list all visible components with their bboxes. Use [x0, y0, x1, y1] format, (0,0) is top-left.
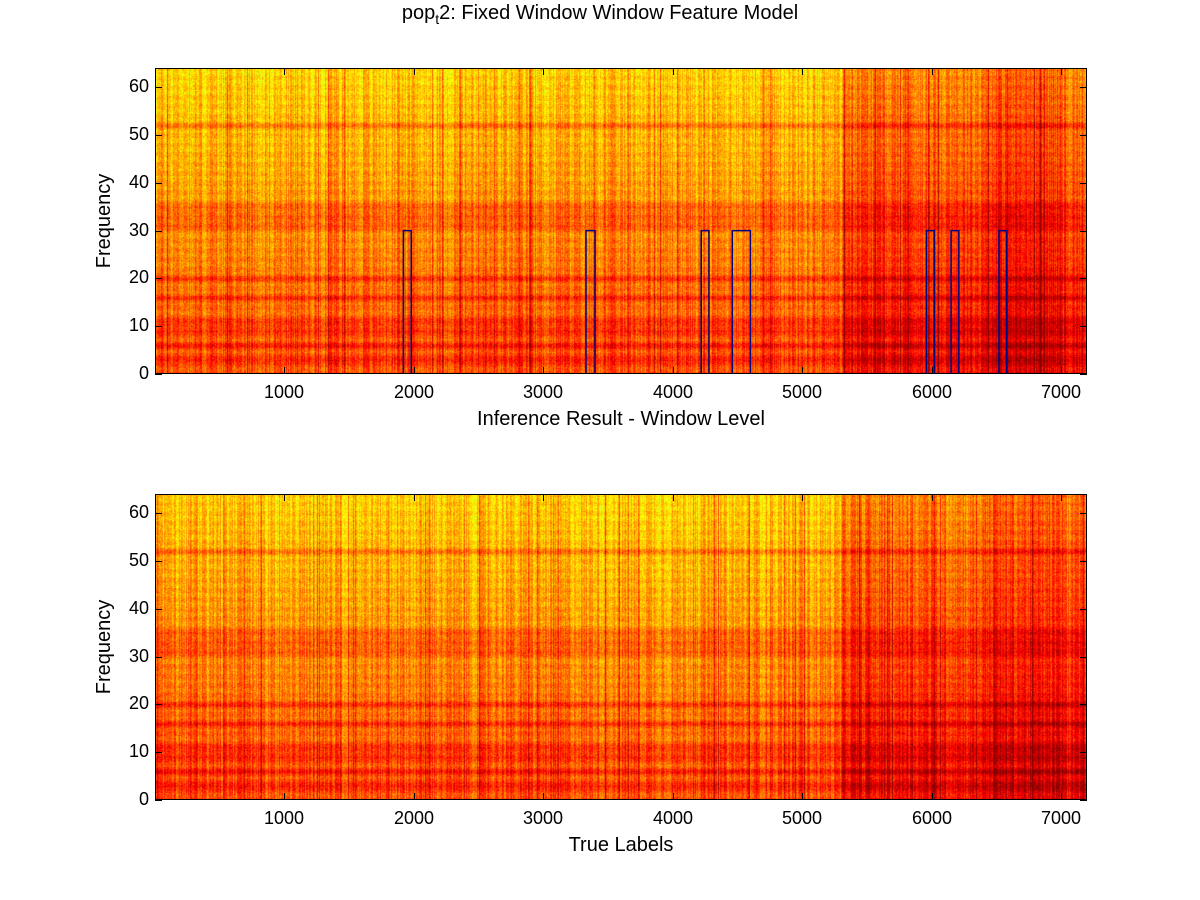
inference-spectrogram-xtick: [673, 367, 674, 374]
true-labels-spectrogram-ytick-label: 60: [128, 502, 149, 522]
inference-spectrogram-xtick: [802, 68, 803, 75]
inference-spectrogram-ytick-label: 60: [128, 76, 149, 96]
inference-spectrogram-xtick: [673, 68, 674, 75]
inference-spectrogram-xtick-label: 1000: [263, 382, 305, 402]
inference-spectrogram-ytick: [1080, 183, 1087, 184]
true-labels-plot-area: [155, 494, 1087, 800]
true-labels-spectrogram-ytick: [155, 513, 162, 514]
true-labels-spectrogram-xtick-label: 4000: [652, 808, 694, 828]
true-labels-spectrogram-ytick: [1080, 752, 1087, 753]
inference-spectrogram-ytick: [155, 135, 162, 136]
inference-spectrogram-ytick-label: 50: [128, 124, 149, 144]
true-labels-spectrogram-ytick: [1080, 800, 1087, 801]
true-labels-spectrogram-ytick-label: 10: [128, 741, 149, 761]
inference-spectrogram-xtick: [543, 367, 544, 374]
inference-spectrogram-xtick: [284, 367, 285, 374]
inference-spectrogram-ytick: [155, 87, 162, 88]
inference-xlabel: Inference Result - Window Level: [477, 408, 765, 430]
inference-spectrogram-xtick: [284, 68, 285, 75]
inference-spectrogram-xtick: [802, 367, 803, 374]
inference-spectrogram-ytick-label: 20: [128, 267, 149, 287]
true-labels-spectrogram-xtick-label: 6000: [911, 808, 953, 828]
inference-spectrogram-ytick: [1080, 278, 1087, 279]
inference-spectrogram-ytick: [155, 183, 162, 184]
inference-spectrogram-xtick-label: 2000: [393, 382, 435, 402]
inference-spectrogram-ytick: [155, 374, 162, 375]
inference-spectrogram-xtick-label: 4000: [652, 382, 694, 402]
label-overlay-line: [155, 229, 1087, 374]
true-labels-spectrogram-xtick: [1061, 494, 1062, 501]
inference-spectrogram-ytick: [1080, 135, 1087, 136]
inference-heatmap: [155, 68, 1087, 374]
inference-spectrogram-ytick: [1080, 231, 1087, 232]
figure-title: popt2: Fixed Window Window Feature Model: [0, 2, 1200, 27]
true-labels-spectrogram-ytick-label: 20: [128, 693, 149, 713]
true-labels-spectrogram-ytick: [1080, 513, 1087, 514]
true-labels-spectrogram-ytick-label: 50: [128, 550, 149, 570]
inference-spectrogram-ytick: [1080, 374, 1087, 375]
inference-spectrogram-xtick: [932, 68, 933, 75]
inference-spectrogram-ytick-label: 10: [128, 315, 149, 335]
title-rest: 2: Fixed Window Window Feature Model: [439, 2, 799, 24]
true-labels-spectrogram-xtick: [414, 793, 415, 800]
true-labels-spectrogram-xtick-label: 5000: [781, 808, 823, 828]
inference-plot-area: [155, 68, 1087, 374]
true-labels-spectrogram-xtick: [414, 494, 415, 501]
inference-spectrogram-ytick-label: 30: [128, 220, 149, 240]
true-labels-spectrogram-xtick: [543, 793, 544, 800]
label-overlay: [155, 229, 1087, 374]
true-labels-spectrogram-xtick: [284, 793, 285, 800]
title-subscript: t: [435, 11, 440, 27]
true-labels-spectrogram-xtick: [932, 793, 933, 800]
true-labels-xlabel: True Labels: [568, 834, 674, 856]
true-labels-spectrogram-ytick: [1080, 657, 1087, 658]
true-labels-spectrogram-ytick-label: 0: [138, 789, 149, 809]
inference-spectrogram-ytick: [155, 278, 162, 279]
true-labels-spectrogram-xtick: [543, 494, 544, 501]
inference-spectrogram-xtick: [543, 68, 544, 75]
inference-spectrogram-xtick: [932, 367, 933, 374]
true-labels-spectrogram-ytick-label: 30: [128, 646, 149, 666]
true-labels-spectrogram-ytick: [1080, 561, 1087, 562]
true-labels-spectrogram-xtick: [802, 793, 803, 800]
true-labels-spectrogram-xtick-label: 7000: [1040, 808, 1082, 828]
inference-spectrogram-ytick: [1080, 326, 1087, 327]
true-labels-spectrogram-ytick: [1080, 704, 1087, 705]
true-labels-spectrogram-xtick: [932, 494, 933, 501]
inference-spectrogram-ytick-label: 40: [128, 172, 149, 192]
true-labels-spectrogram-xtick: [1061, 793, 1062, 800]
true-labels-spectrogram-ytick: [155, 752, 162, 753]
inference-spectrogram-xtick: [1061, 68, 1062, 75]
true-labels-spectrogram-ytick: [155, 704, 162, 705]
inference-spectrogram-ytick: [1080, 87, 1087, 88]
true-labels-spectrogram-ytick-label: 40: [128, 598, 149, 618]
inference-spectrogram-ytick: [155, 231, 162, 232]
inference-spectrogram-xtick-label: 5000: [781, 382, 823, 402]
true-labels-spectrogram-xtick: [673, 793, 674, 800]
true-labels-spectrogram-ytick: [155, 800, 162, 801]
true-labels-spectrogram-xtick-label: 2000: [393, 808, 435, 828]
true-labels-spectrogram-xtick-label: 3000: [522, 808, 564, 828]
inference-spectrogram-xtick-label: 7000: [1040, 382, 1082, 402]
true-labels-spectrogram-xtick: [802, 494, 803, 501]
inference-spectrogram-xtick: [1061, 367, 1062, 374]
true-labels-spectrogram-ytick: [155, 609, 162, 610]
inference-spectrogram-xtick: [414, 367, 415, 374]
true-labels-spectrogram-xtick-label: 1000: [263, 808, 305, 828]
true-labels-spectrogram-ytick: [155, 561, 162, 562]
true-labels-spectrogram-ytick: [155, 657, 162, 658]
title-main: pop: [401, 2, 436, 24]
true-labels-spectrogram-xtick: [673, 494, 674, 501]
true-labels-spectrogram-ytick: [1080, 609, 1087, 610]
inference-spectrogram-ytick-label: 0: [138, 363, 149, 383]
inference-spectrogram-xtick: [414, 68, 415, 75]
inference-spectrogram-ytick: [155, 326, 162, 327]
true-labels-spectrogram-xtick: [284, 494, 285, 501]
true-labels-heatmap: [155, 494, 1087, 800]
inference-spectrogram-xtick-label: 6000: [911, 382, 953, 402]
inference-spectrogram-xtick-label: 3000: [522, 382, 564, 402]
